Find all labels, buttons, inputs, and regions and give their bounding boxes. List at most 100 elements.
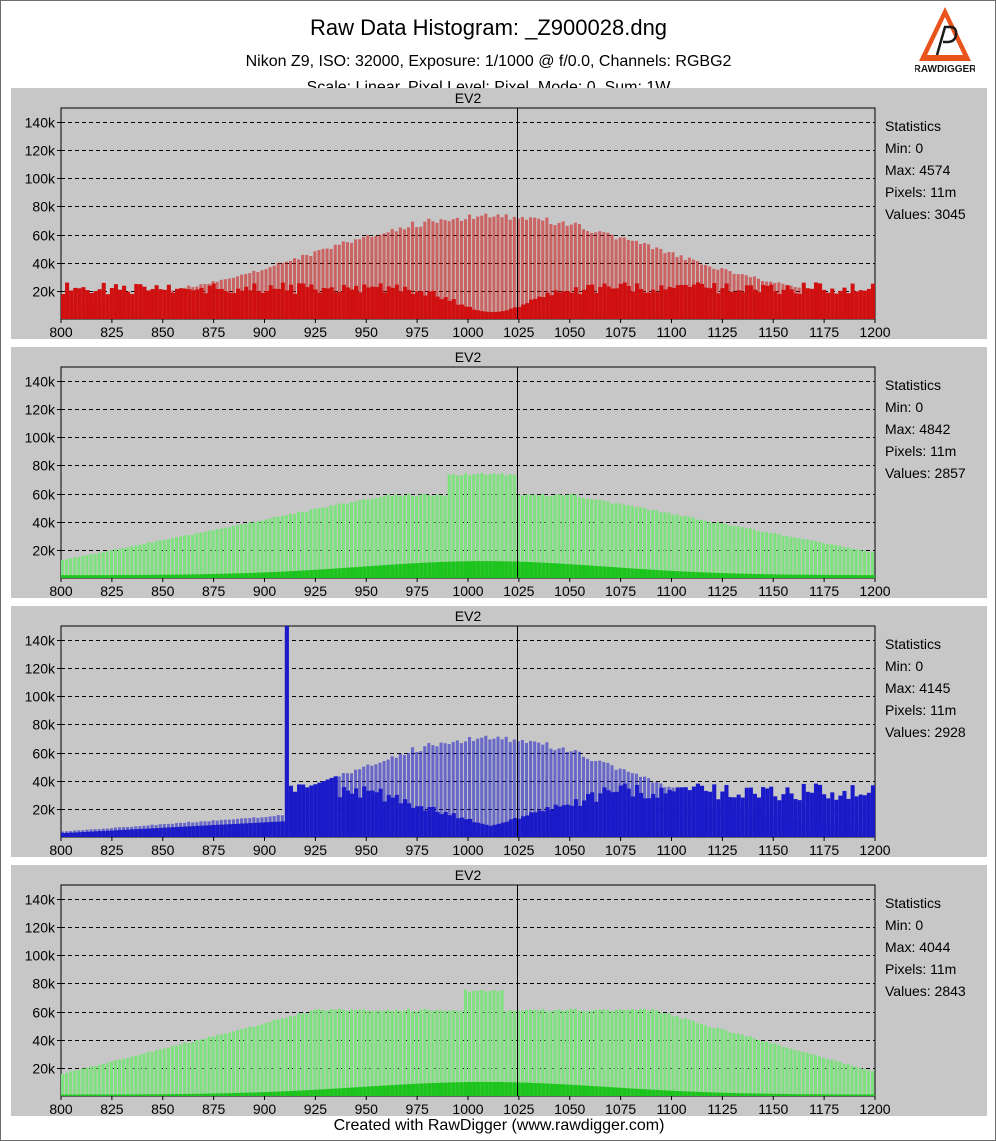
- histogram-bar-fill: [508, 561, 513, 578]
- histogram-bar: [93, 553, 97, 578]
- histogram-bar-fill: [431, 562, 436, 578]
- histogram-bar: [362, 1009, 366, 1096]
- histogram-bar-fill: [329, 1088, 334, 1096]
- histogram-bar-fill: [529, 1082, 534, 1096]
- histogram-bar-fill: [671, 1090, 676, 1096]
- histogram-bar: [443, 1011, 447, 1096]
- histogram-bar-fill: [142, 286, 147, 319]
- histogram-bar: [459, 1010, 463, 1096]
- histogram-bar-fill: [374, 287, 379, 319]
- histogram-bar: [97, 1064, 101, 1096]
- histogram-bar-fill: [541, 811, 546, 837]
- histogram-bar: [134, 545, 138, 578]
- histogram-bar: [512, 739, 516, 837]
- histogram-bar-fill: [333, 776, 338, 837]
- histogram-bar-fill: [626, 285, 631, 319]
- histogram-bar-fill: [655, 292, 660, 319]
- histogram-bar: [643, 242, 647, 319]
- histogram-bar: [463, 473, 467, 578]
- histogram-bar-fill: [516, 818, 521, 837]
- histogram-bar: [561, 1010, 565, 1096]
- histogram-bar: [240, 524, 244, 578]
- histogram-bar: [740, 527, 744, 578]
- histogram-bar-fill: [805, 1094, 810, 1096]
- histogram-bar-fill: [305, 1090, 310, 1096]
- histogram-bar-fill: [667, 1090, 672, 1096]
- histogram-bar: [89, 554, 93, 578]
- histogram-bar-fill: [691, 284, 696, 319]
- histogram-bar-fill: [468, 306, 473, 319]
- histogram-bar: [870, 552, 874, 578]
- histogram-bar-fill: [288, 284, 293, 319]
- histogram-bar: [577, 496, 581, 578]
- y-tick-label: 60k: [32, 1005, 56, 1021]
- histogram-bar-fill: [362, 284, 367, 319]
- histogram-bar: [704, 520, 708, 578]
- histogram-bar-fill: [704, 790, 709, 837]
- histogram-bar: [398, 1011, 402, 1096]
- histogram-bar: [244, 1028, 248, 1096]
- histogram-bar-fill: [93, 575, 98, 578]
- histogram-bar: [752, 529, 756, 578]
- histogram-bar-fill: [789, 793, 794, 837]
- histogram-bar-fill: [207, 574, 212, 578]
- x-tick-label: 950: [355, 1101, 379, 1116]
- histogram-bar: [256, 521, 260, 578]
- histogram-bar-fill: [643, 569, 648, 578]
- report-title: Raw Data Histogram: _Z900028.dng: [309, 15, 668, 40]
- histogram-bar-fill: [195, 1093, 200, 1096]
- histogram-bar-fill: [394, 564, 399, 578]
- histogram-bar: [472, 474, 476, 578]
- histogram-bar: [626, 239, 630, 319]
- histogram-bar: [317, 250, 321, 319]
- histogram-bar-fill: [504, 310, 509, 319]
- histogram-bar-fill: [313, 1089, 318, 1096]
- histogram-bar: [305, 511, 309, 578]
- histogram-bar-fill: [69, 575, 74, 578]
- histogram-bar-fill: [781, 289, 786, 319]
- histogram-bar-fill: [695, 572, 700, 578]
- histogram-bar-fill: [557, 1084, 562, 1096]
- histogram-bar-fill: [244, 573, 249, 578]
- logo-glyph: [935, 25, 958, 56]
- histogram-bar: [370, 498, 374, 578]
- histogram-bar: [419, 494, 423, 578]
- x-tick-label: 825: [100, 842, 124, 857]
- histogram-bar: [504, 736, 508, 837]
- histogram-bar-fill: [341, 1088, 346, 1096]
- histogram-bar: [500, 989, 504, 1096]
- histogram-bar-fill: [390, 797, 395, 837]
- histogram-bar-fill: [610, 792, 615, 837]
- histogram-bar-fill: [732, 797, 737, 837]
- histogram-bar-fill: [858, 575, 863, 578]
- histogram-bar: [292, 258, 297, 319]
- x-tick-label: 950: [355, 842, 379, 857]
- histogram-bar: [77, 1069, 81, 1096]
- histogram-bar-fill: [748, 573, 753, 578]
- histogram-bar: [476, 990, 480, 1096]
- histogram-bar: [476, 473, 480, 578]
- histogram-bar: [435, 1009, 439, 1096]
- histogram-bar-fill: [231, 1093, 237, 1096]
- histogram-bar: [415, 227, 419, 319]
- histogram-bar-fill: [162, 574, 167, 578]
- histogram-bar: [500, 739, 504, 837]
- histogram-bar: [443, 220, 447, 319]
- histogram-bar: [630, 1009, 634, 1096]
- histogram-bar: [557, 222, 561, 319]
- histogram-bar-fill: [219, 573, 224, 578]
- histogram-bar: [533, 494, 537, 578]
- histogram-bar-fill: [329, 777, 334, 837]
- histogram-bar: [358, 1009, 362, 1096]
- histogram-bar-fill: [830, 288, 835, 319]
- histogram-bar-fill: [756, 1093, 762, 1096]
- histogram-bar: [146, 1051, 150, 1096]
- histogram-bar-fill: [679, 787, 684, 837]
- histogram-bar-fill: [492, 1081, 497, 1096]
- histogram-bar: [402, 229, 406, 319]
- histogram-bar: [117, 1059, 122, 1096]
- histogram-bar-fill: [183, 574, 188, 578]
- histogram-bar-fill: [370, 565, 375, 578]
- histogram-bar-fill: [577, 564, 582, 578]
